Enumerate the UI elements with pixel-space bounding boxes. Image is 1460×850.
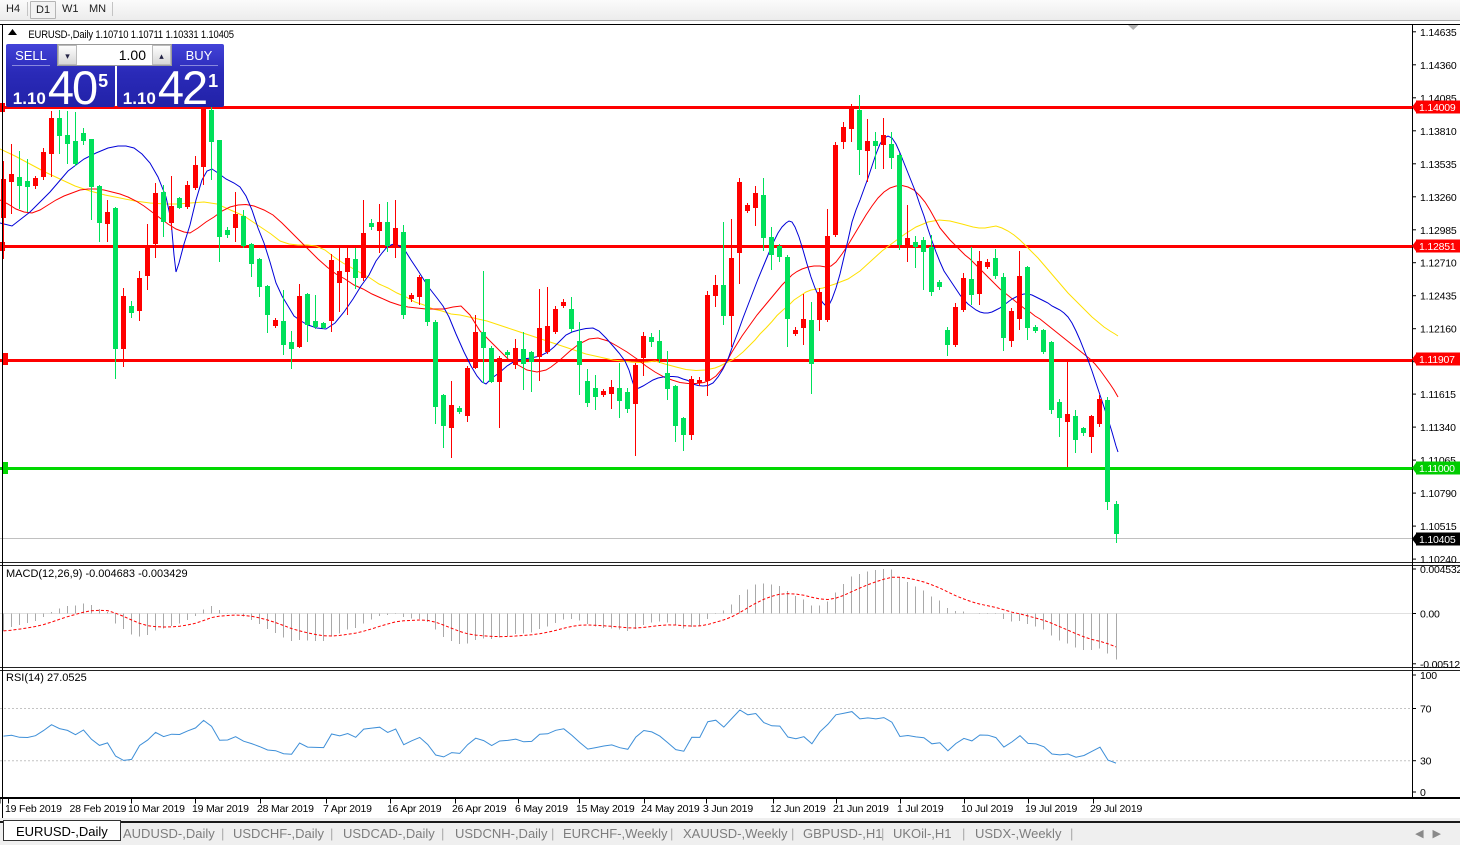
svg-text:3 Jun 2019: 3 Jun 2019 — [703, 803, 753, 815]
svg-text:15 May 2019: 15 May 2019 — [576, 803, 635, 815]
svg-text:1.13810: 1.13810 — [1420, 126, 1457, 138]
svg-text:EURUSD-,Daily 1.10710 1.10711: EURUSD-,Daily 1.10710 1.10711 1.10331 1.… — [28, 29, 234, 41]
svg-text:16 Apr 2019: 16 Apr 2019 — [387, 803, 442, 815]
svg-text:-0.005122: -0.005122 — [1420, 659, 1460, 671]
svg-text:1.14360: 1.14360 — [1420, 60, 1457, 72]
svg-text:1 Jul 2019: 1 Jul 2019 — [897, 803, 944, 815]
svg-text:28 Feb 2019: 28 Feb 2019 — [70, 803, 127, 815]
svg-text:70: 70 — [1420, 704, 1432, 716]
svg-text:10 Mar 2019: 10 Mar 2019 — [128, 803, 185, 815]
svg-text:1.10405: 1.10405 — [1419, 534, 1456, 546]
svg-text:RSI(14) 27.0525: RSI(14) 27.0525 — [6, 672, 87, 684]
svg-text:0.004532: 0.004532 — [1420, 564, 1460, 576]
svg-text:24 May 2019: 24 May 2019 — [641, 803, 700, 815]
svg-text:1.12985: 1.12985 — [1420, 225, 1457, 237]
svg-text:1.11615: 1.11615 — [1420, 389, 1456, 401]
svg-text:10 Jul 2019: 10 Jul 2019 — [961, 803, 1013, 815]
svg-text:6 May 2019: 6 May 2019 — [515, 803, 568, 815]
svg-text:1.10790: 1.10790 — [1420, 488, 1457, 500]
svg-text:12 Jun 2019: 12 Jun 2019 — [770, 803, 826, 815]
svg-text:1.13260: 1.13260 — [1420, 192, 1457, 204]
svg-text:30: 30 — [1420, 756, 1432, 768]
svg-text:1.11340: 1.11340 — [1420, 422, 1456, 434]
svg-text:19 Mar 2019: 19 Mar 2019 — [192, 803, 249, 815]
svg-text:1.11907: 1.11907 — [1419, 354, 1455, 366]
svg-text:MACD(12,26,9) -0.004683 -0.003: MACD(12,26,9) -0.004683 -0.003429 — [6, 568, 188, 580]
svg-text:0.00: 0.00 — [1420, 609, 1440, 621]
svg-text:1.14009: 1.14009 — [1419, 102, 1456, 114]
svg-text:21 Jun 2019: 21 Jun 2019 — [833, 803, 889, 815]
svg-text:1.10515: 1.10515 — [1420, 521, 1457, 533]
svg-text:1.12435: 1.12435 — [1420, 291, 1457, 303]
svg-text:100: 100 — [1420, 670, 1437, 682]
svg-text:1.10240: 1.10240 — [1420, 554, 1457, 566]
svg-text:28 Mar 2019: 28 Mar 2019 — [257, 803, 314, 815]
svg-text:1.13535: 1.13535 — [1420, 159, 1457, 171]
svg-text:1.11000: 1.11000 — [1419, 463, 1455, 475]
svg-text:19 Feb 2019: 19 Feb 2019 — [5, 803, 62, 815]
svg-text:19 Jul 2019: 19 Jul 2019 — [1025, 803, 1077, 815]
svg-text:1.12851: 1.12851 — [1419, 241, 1456, 253]
svg-text:0: 0 — [1420, 787, 1426, 799]
svg-text:26 Apr 2019: 26 Apr 2019 — [452, 803, 507, 815]
svg-text:1.12710: 1.12710 — [1420, 258, 1457, 270]
svg-text:1.14635: 1.14635 — [1420, 27, 1457, 39]
svg-text:7 Apr 2019: 7 Apr 2019 — [323, 803, 372, 815]
svg-text:29 Jul 2019: 29 Jul 2019 — [1090, 803, 1142, 815]
svg-text:1.12160: 1.12160 — [1420, 324, 1457, 336]
